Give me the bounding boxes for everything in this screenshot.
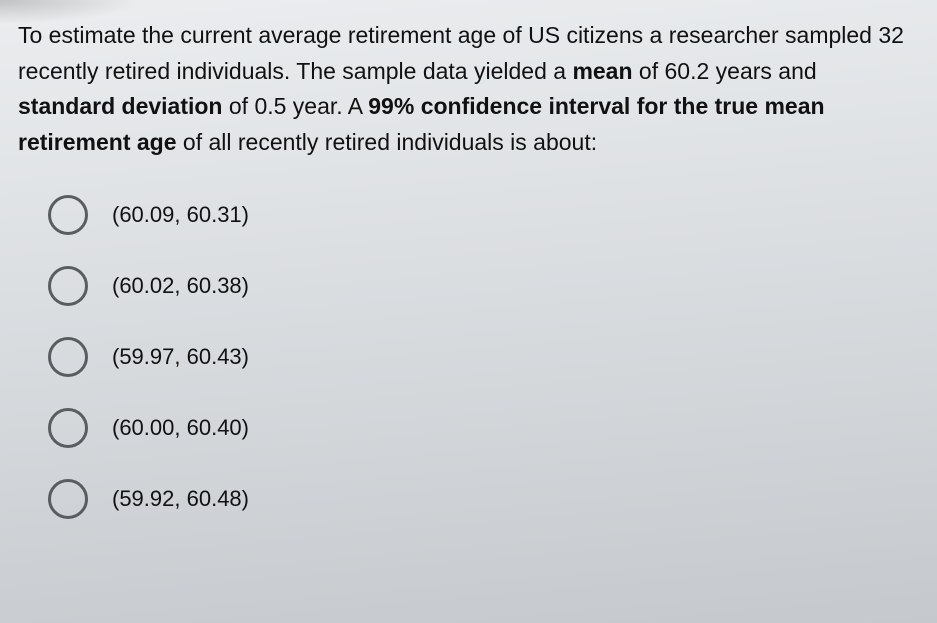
option-label: (59.97, 60.43) xyxy=(112,344,249,370)
question-text: To estimate the current average retireme… xyxy=(18,18,913,161)
radio-icon[interactable] xyxy=(48,337,88,377)
option-b[interactable]: (60.02, 60.38) xyxy=(48,266,913,306)
radio-icon[interactable] xyxy=(48,479,88,519)
option-d[interactable]: (60.00, 60.40) xyxy=(48,408,913,448)
radio-icon[interactable] xyxy=(48,408,88,448)
question-bold-segment: standard deviation xyxy=(18,93,222,119)
option-e[interactable]: (59.92, 60.48) xyxy=(48,479,913,519)
option-a[interactable]: (60.09, 60.31) xyxy=(48,195,913,235)
options-group: (60.09, 60.31) (60.02, 60.38) (59.97, 60… xyxy=(18,195,913,519)
option-label: (60.02, 60.38) xyxy=(112,273,249,299)
option-label: (60.00, 60.40) xyxy=(112,415,249,441)
question-segment: of all recently retired individuals is a… xyxy=(177,129,598,155)
option-c[interactable]: (59.97, 60.43) xyxy=(48,337,913,377)
option-label: (60.09, 60.31) xyxy=(112,202,249,228)
question-segment: of 60.2 years and xyxy=(633,58,817,84)
question-segment: of 0.5 year. A xyxy=(222,93,368,119)
question-bold-segment: mean xyxy=(572,58,632,84)
option-label: (59.92, 60.48) xyxy=(112,486,249,512)
radio-icon[interactable] xyxy=(48,195,88,235)
radio-icon[interactable] xyxy=(48,266,88,306)
